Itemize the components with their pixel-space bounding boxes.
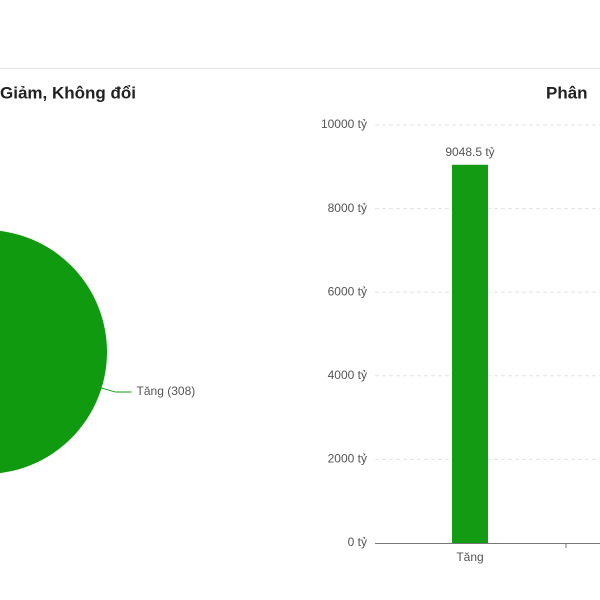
y-tick-label: 8000 tỷ bbox=[328, 201, 367, 215]
bar-title: Phân bbox=[546, 83, 588, 102]
bar bbox=[452, 164, 488, 543]
pie-slice bbox=[0, 230, 107, 474]
pie-title: Giảm, Không đổi bbox=[0, 83, 136, 102]
y-tick-label: 6000 tỷ bbox=[328, 284, 367, 298]
y-tick-label: 2000 tỷ bbox=[328, 452, 367, 466]
x-tick-label: Tăng bbox=[456, 550, 483, 564]
slice-label: Tăng (308) bbox=[137, 384, 196, 398]
y-tick-label: 4000 tỷ bbox=[328, 368, 367, 382]
y-tick-label: 0 tỷ bbox=[348, 535, 367, 549]
label-leader bbox=[101, 387, 132, 393]
y-tick-label: 10000 tỷ bbox=[321, 117, 367, 131]
bar-value-label: 9048.5 tỷ bbox=[445, 145, 494, 159]
